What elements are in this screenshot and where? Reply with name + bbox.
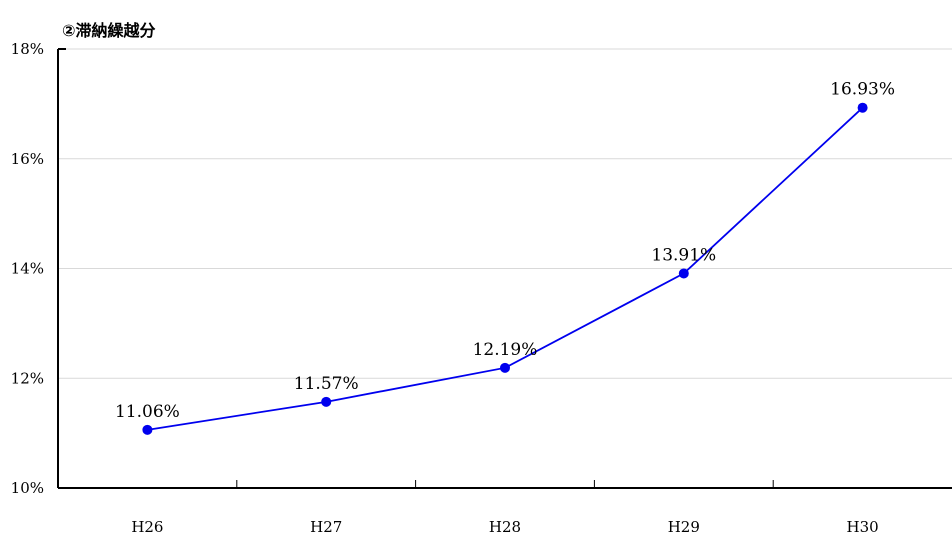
- x-tick-label: H29: [668, 518, 700, 536]
- data-label: 11.57%: [294, 374, 359, 394]
- data-label: 13.91%: [651, 245, 716, 265]
- grid-lines: [58, 48, 952, 379]
- x-tick-label: H28: [489, 518, 521, 536]
- y-tick-label: 18%: [11, 40, 44, 58]
- y-tick-labels: 10% 12% 14% 16% 18%: [11, 40, 44, 497]
- y-tick-label: 10%: [11, 479, 44, 497]
- data-label: 12.19%: [473, 340, 538, 360]
- chart-title: ②滞納繰越分: [62, 21, 156, 40]
- data-label: 16.93%: [830, 80, 895, 100]
- series: [142, 102, 868, 435]
- data-point: [500, 362, 510, 373]
- x-tick-labels: H26 H27 H28 H29 H30: [131, 518, 878, 536]
- y-tick-label: 16%: [11, 150, 44, 168]
- x-tick-label: H27: [310, 518, 342, 536]
- data-point: [321, 396, 332, 407]
- data-point: [678, 268, 689, 279]
- data-labels: 11.06% 11.57% 12.19% 13.91% 16.93%: [115, 80, 895, 422]
- data-label: 11.06%: [115, 402, 180, 422]
- y-tick-label: 12%: [11, 369, 44, 387]
- axes: [57, 48, 952, 489]
- x-tick-label: H26: [131, 518, 163, 536]
- data-point: [857, 102, 868, 113]
- data-point: [142, 424, 153, 435]
- x-tick-label: H30: [847, 518, 879, 536]
- y-tick-label: 14%: [11, 260, 44, 278]
